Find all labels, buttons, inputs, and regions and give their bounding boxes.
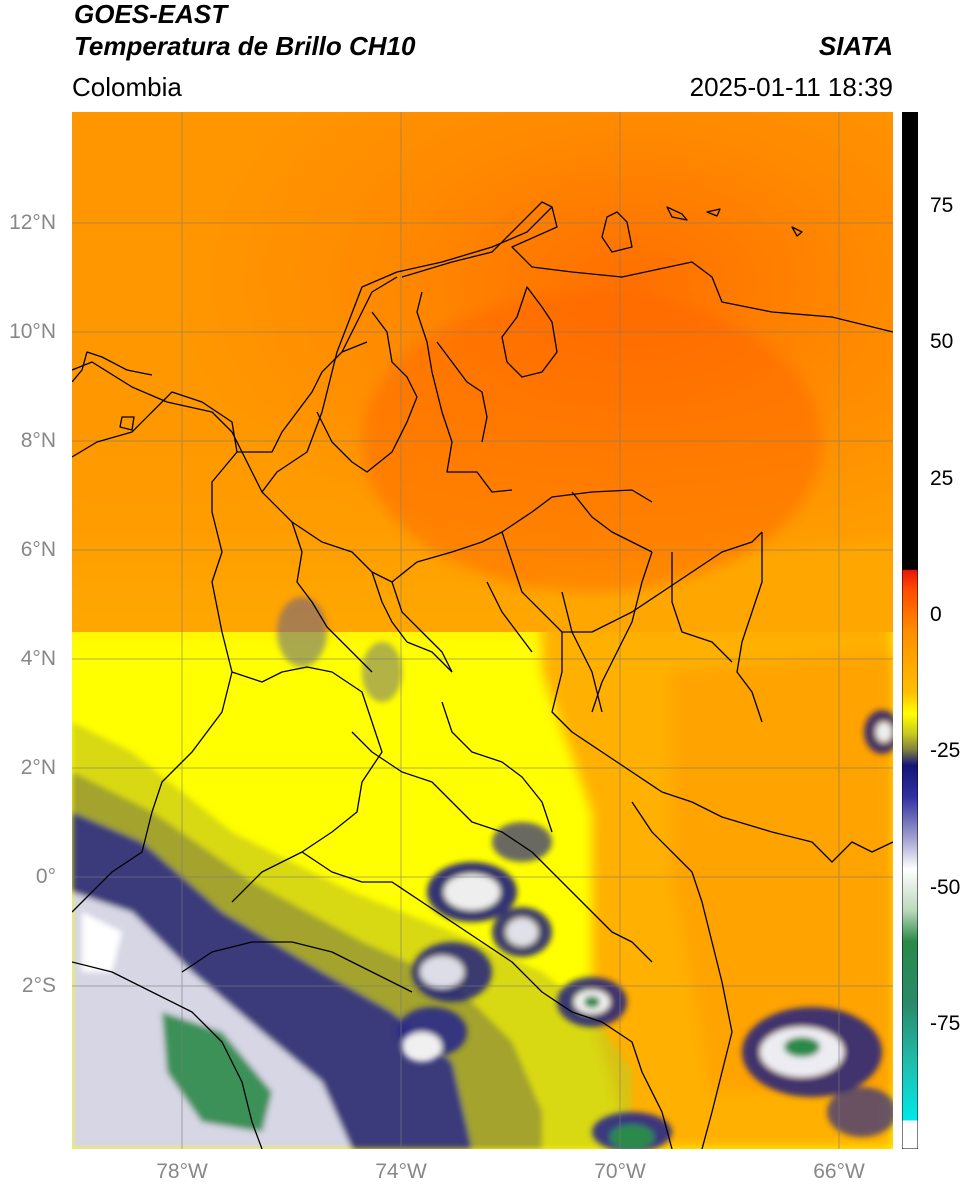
lon-tick: 70°W xyxy=(594,1160,646,1183)
temperature-colorbar xyxy=(902,112,918,1149)
lat-tick: 12°N xyxy=(9,211,56,234)
lat-tick: 2°N xyxy=(20,756,56,779)
colorbar-tick: -75 xyxy=(930,1012,961,1035)
lon-tick: 78°W xyxy=(156,1160,208,1183)
lat-tick: 4°N xyxy=(20,647,56,670)
title-satellite: GOES-EAST xyxy=(74,0,228,29)
brand-label: SIATA xyxy=(818,31,893,61)
title-product: Temperatura de Brillo CH10 xyxy=(74,31,416,61)
lon-tick: 66°W xyxy=(813,1160,865,1183)
colorbar-tick: -25 xyxy=(930,739,961,762)
region-label: Colombia xyxy=(72,72,182,102)
lon-tick: 74°W xyxy=(375,1160,427,1183)
lat-tick: 0° xyxy=(35,865,56,888)
colorbar-tick: 25 xyxy=(930,467,954,490)
colorbar-tick: 0 xyxy=(930,603,942,626)
datetime-label: 2025-01-11 18:39 xyxy=(689,72,893,102)
colorbar-tick: 50 xyxy=(930,330,954,353)
colorbar-tick: -50 xyxy=(930,876,961,899)
lat-tick: 10°N xyxy=(9,320,56,343)
brightness-temperature-map xyxy=(72,112,893,1149)
lat-tick: 6°N xyxy=(20,538,56,561)
colorbar-tick: 75 xyxy=(930,194,954,217)
lat-tick: 8°N xyxy=(20,429,56,452)
lat-tick: 2°S xyxy=(21,974,56,997)
